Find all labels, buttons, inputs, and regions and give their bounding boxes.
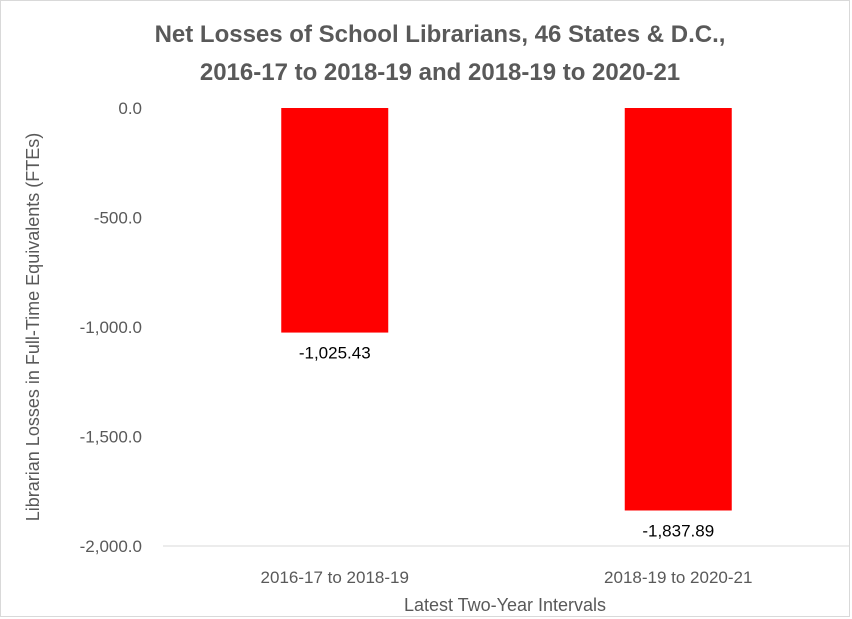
y-axis-label: Librarian Losses in Full-Time Equivalent… [23,133,43,521]
y-tick-label: 0.0 [118,99,142,118]
data-label: -1,025.43 [299,344,371,363]
x-tick-label: 2018-19 to 2020-21 [604,568,752,587]
data-label: -1,837.89 [642,521,714,540]
y-tick-label: -1,000.0 [80,318,142,337]
y-tick-label: -1,500.0 [80,428,142,447]
bar [281,108,389,333]
data-labels: -1,025.43 -1,837.89 [299,344,714,541]
bars [281,108,732,511]
chart-title-line-2: 2016-17 to 2018-19 and 2018-19 to 2020-2… [199,59,681,86]
y-tick-label: -500.0 [94,209,142,228]
y-tick-label: -2,000.0 [80,537,142,556]
y-axis-ticks: 0.0 -500.0 -1,000.0 -1,500.0 -2,000.0 [80,99,142,556]
x-axis-label: Latest Two-Year Intervals [404,595,606,615]
x-axis-ticks: 2016-17 to 2018-19 2018-19 to 2020-21 [261,568,753,587]
x-tick-label: 2016-17 to 2018-19 [261,568,409,587]
chart-title-line-1: Net Losses of School Librarians, 46 Stat… [154,21,726,48]
bar [624,108,732,511]
